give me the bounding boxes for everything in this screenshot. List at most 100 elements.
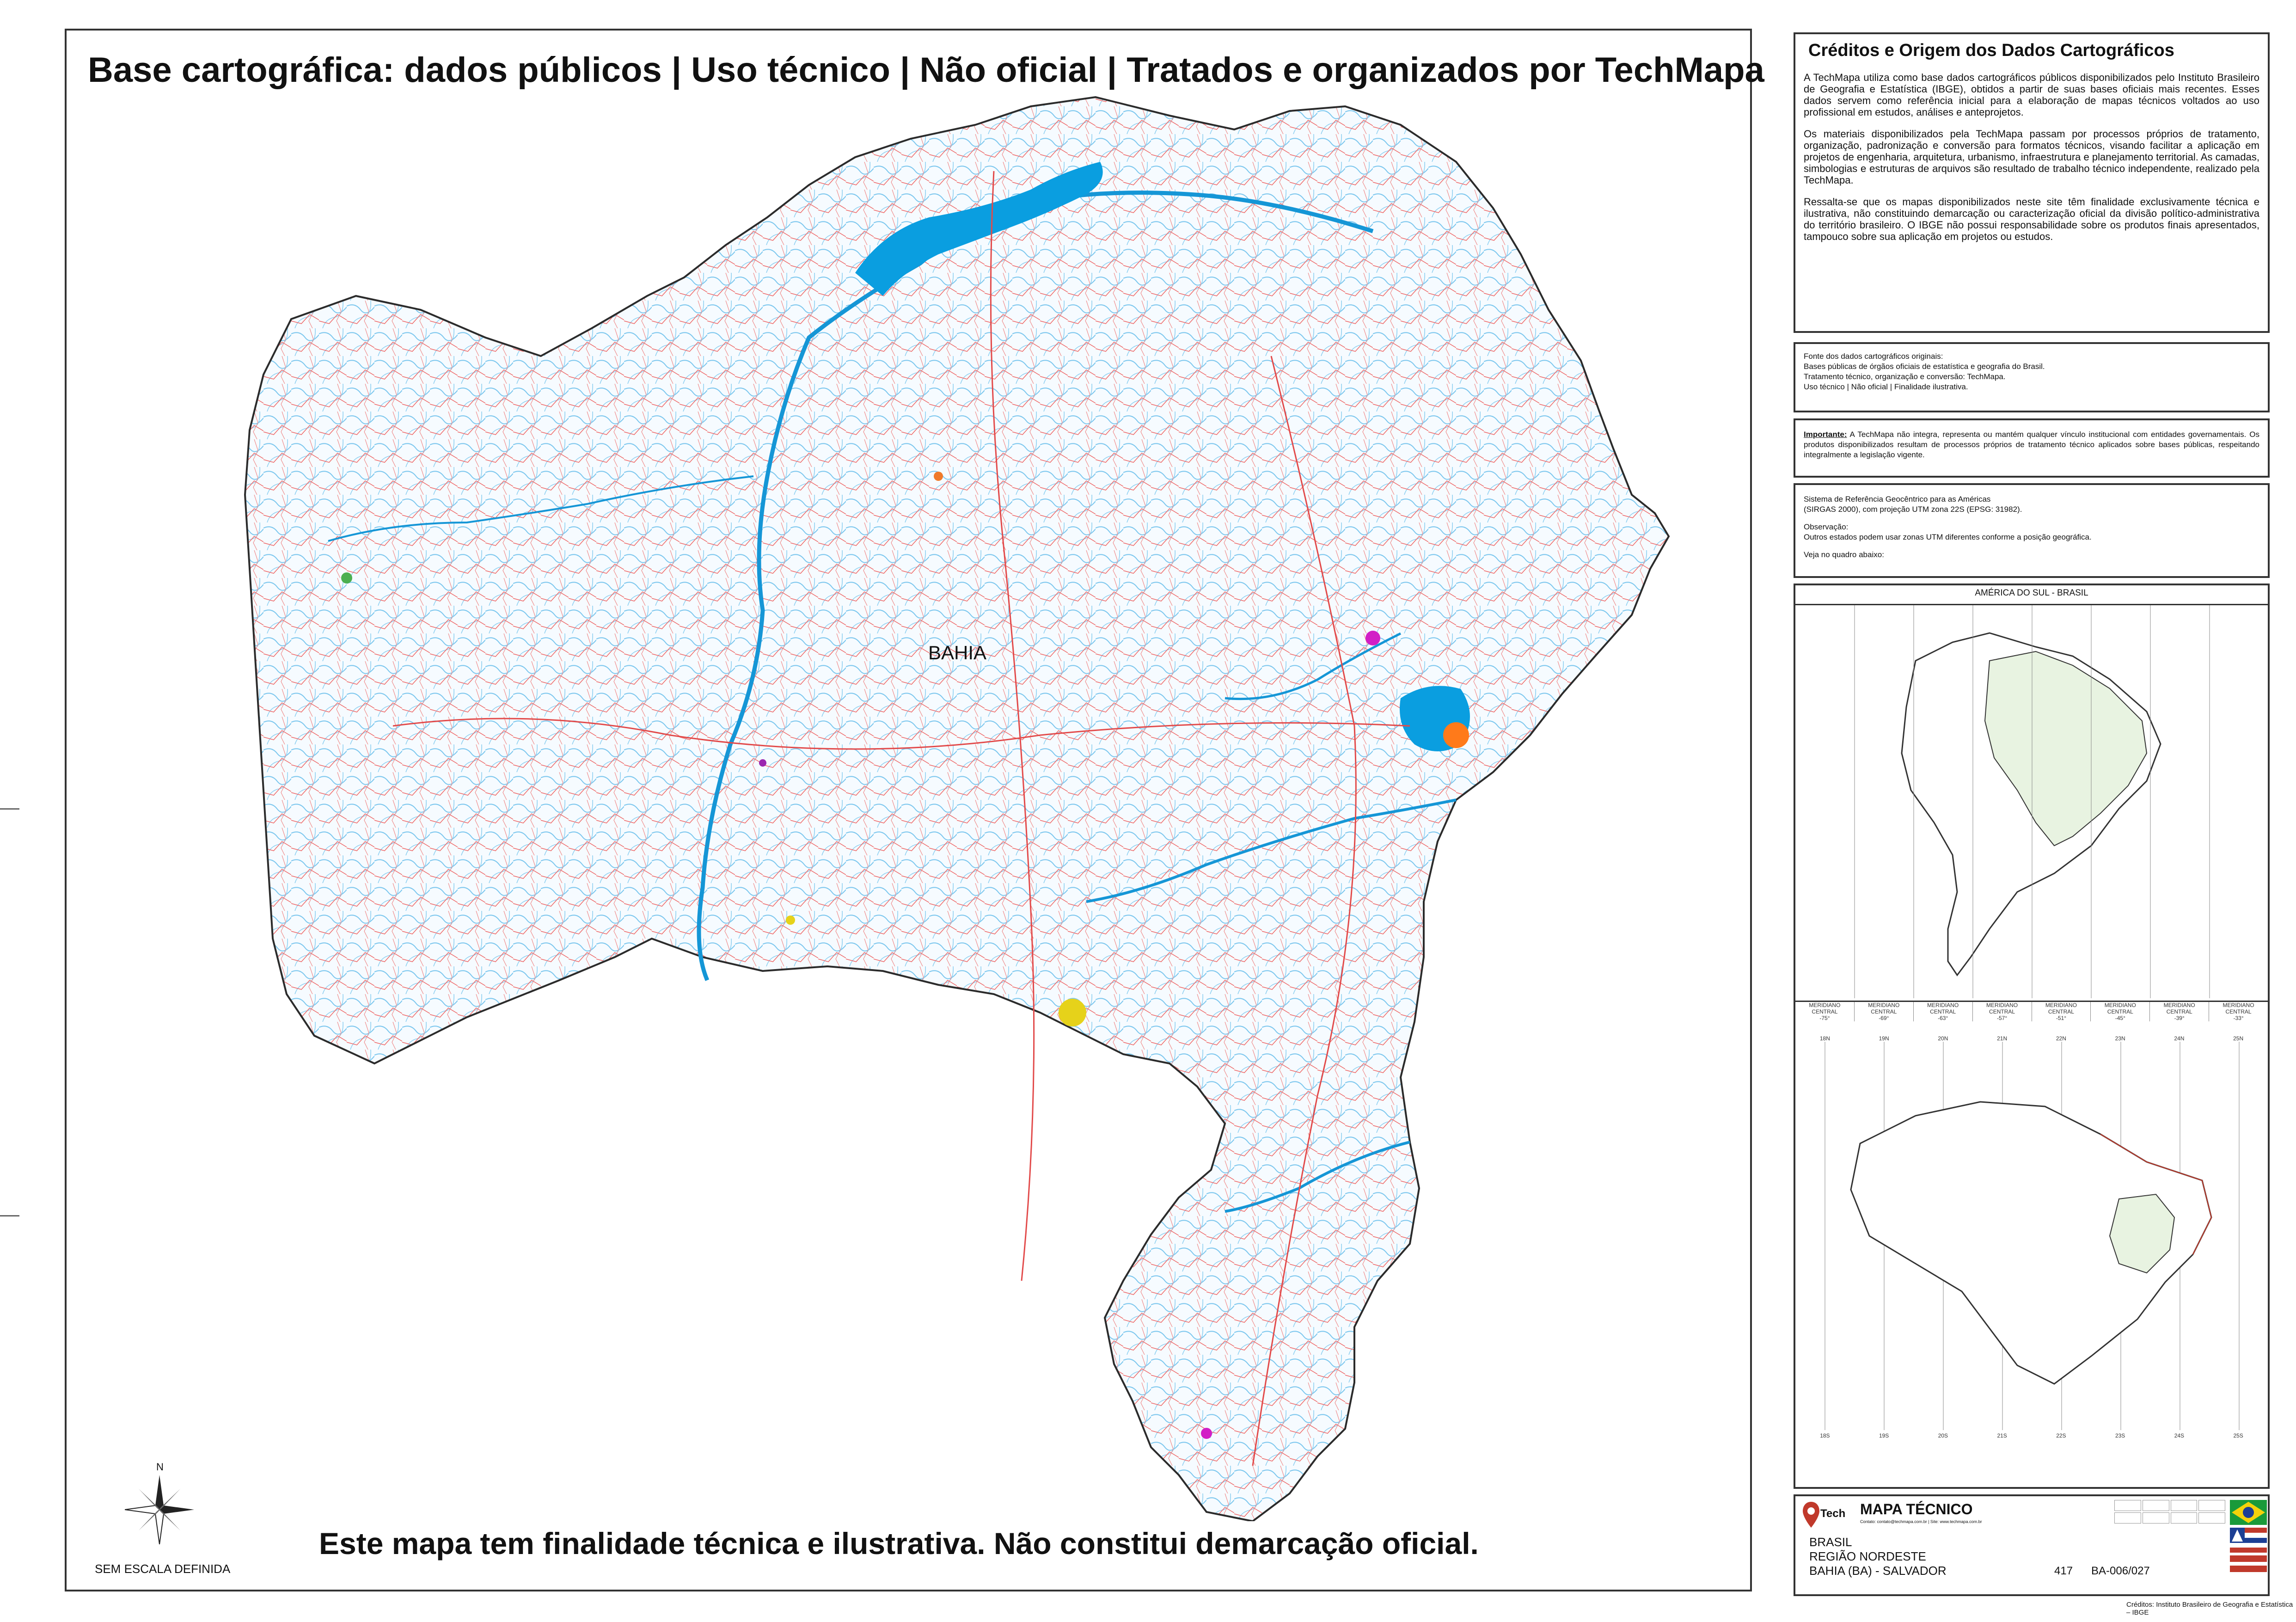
source-line: Fonte dos dados cartográficos originais: <box>1804 352 1943 361</box>
meridian-value: -45° <box>2115 1015 2125 1021</box>
important-panel: Importante: A TechMapa não integra, repr… <box>1794 418 2270 478</box>
source-panel: Fonte dos dados cartográficos originais:… <box>1794 342 2270 412</box>
bahia-flag-icon <box>2230 1528 2267 1553</box>
brazil-utm-inset <box>1825 1042 2240 1430</box>
utm-zone-label: 23S <box>2115 1432 2125 1439</box>
meridian-value: -51° <box>2056 1015 2067 1021</box>
utm-zone-label: 25N <box>2233 1035 2244 1042</box>
meridian-label: MERIDIANO CENTRAL <box>1986 1002 2018 1015</box>
source-line: Bases públicas de órgãos oficiais de est… <box>1804 362 2045 371</box>
utm-zone-label: 19S <box>1879 1432 1889 1439</box>
south-america-inset <box>1854 605 2210 998</box>
salvador-urban-area <box>1443 722 1469 748</box>
sheet-code: BA-006/027 <box>2091 1565 2150 1577</box>
utm-zone-label: 22S <box>2056 1432 2066 1439</box>
utm-zone-label: 21S <box>1997 1432 2007 1439</box>
meridian-value: -63° <box>1938 1015 1948 1021</box>
grid-cell <box>2198 1500 2225 1511</box>
sobradinho-reservoir <box>855 162 1103 296</box>
state-label: BAHIA <box>928 642 987 664</box>
compass-rose-icon <box>125 1475 194 1544</box>
meridian-label: MERIDIANO CENTRAL <box>2163 1002 2195 1015</box>
utm-zone-label: 21N <box>1997 1035 2008 1042</box>
meridian-row: MERIDIANO CENTRAL -75° MERIDIANO CENTRAL -… <box>1795 1001 2268 1021</box>
meridian-value: -33° <box>2233 1015 2244 1021</box>
credits-panel: Créditos e Origem dos Dados Cartográfico… <box>1794 32 2270 333</box>
important-label: Importante: <box>1804 430 1847 439</box>
state-city-field: BAHIA (BA) - SALVADOR <box>1809 1564 1947 1578</box>
meridian-lines <box>1854 605 2210 998</box>
meridian-label: MERIDIANO CENTRAL <box>2104 1002 2136 1015</box>
utm-zone-label: 24S <box>2174 1432 2185 1439</box>
utm-zone-label: 20N <box>1938 1035 1948 1042</box>
grid-cell <box>2170 1512 2198 1524</box>
grid-cell <box>2198 1512 2225 1524</box>
credits-paragraph-2: Os materiais disponibilizados pela TechM… <box>1804 128 2259 186</box>
utm-zone-label: 22N <box>2056 1035 2066 1042</box>
grid-cell <box>2114 1500 2141 1511</box>
bahia-map[interactable] <box>69 79 1747 1521</box>
contact-line: Contato: contato@techmapa.com.br | Site:… <box>1860 1519 1982 1524</box>
inset-title: AMÉRICA DO SUL - BRASIL <box>1795 585 2268 605</box>
logo-word: Tech <box>1820 1507 1846 1520</box>
meridian-cell: MERIDIANO CENTRAL -57° <box>1973 1002 2032 1021</box>
scale-note: SEM ESCALA DEFINIDA <box>95 1562 231 1576</box>
important-text: Importante: A TechMapa não integra, repr… <box>1804 430 2259 460</box>
meridian-cell: MERIDIANO CENTRAL -51° <box>2032 1002 2091 1021</box>
projection-observation: Observação: <box>1804 522 1849 531</box>
credits-footer: Créditos: Instituto Brasileiro de Geogra… <box>2126 1601 2293 1616</box>
utm-zone-label: 18S <box>1820 1432 1830 1439</box>
meridian-cell: MERIDIANO CENTRAL -39° <box>2150 1002 2210 1021</box>
meridian-label: MERIDIANO CENTRAL <box>1927 1002 1959 1015</box>
projection-line: Sistema de Referência Geocêntrico para a… <box>1804 495 1991 504</box>
sao-francisco-river <box>697 190 1374 981</box>
meridian-cell: MERIDIANO CENTRAL -63° <box>1914 1002 1973 1021</box>
important-body: A TechMapa não integra, representa ou ma… <box>1804 430 2259 459</box>
meridian-cell: MERIDIANO CENTRAL -75° <box>1795 1002 1855 1021</box>
north-label: N <box>156 1461 164 1473</box>
red-stripe <box>2230 1566 2267 1572</box>
grid-cell <box>2142 1500 2169 1511</box>
grid-cell <box>2170 1500 2198 1511</box>
title-block-heading: MAPA TÉCNICO <box>1860 1501 1973 1518</box>
zones-north-row: 18N 19N 20N 21N 22N 23N 24N 25N <box>1795 1035 2268 1042</box>
meridian-cell: MERIDIANO CENTRAL -45° <box>2091 1002 2150 1021</box>
source-line: Tratamento técnico, organização e conver… <box>1804 372 2006 381</box>
meridian-value: -69° <box>1879 1015 1889 1021</box>
utm-zone-label: 19N <box>1879 1035 1889 1042</box>
inset-panel: AMÉRICA DO SUL - BRASIL MERIDIANO CENTRA… <box>1794 584 2270 1489</box>
red-stripe <box>2230 1555 2267 1562</box>
zones-south-row: 18S 19S 20S 21S 22S 23S 24S 25S <box>1795 1432 2268 1439</box>
utm-zone-label: 20S <box>1938 1432 1948 1439</box>
grid-cell <box>2114 1512 2141 1524</box>
grid-table <box>2114 1500 2225 1555</box>
credits-heading: Créditos e Origem dos Dados Cartográfico… <box>1808 41 2174 60</box>
meridian-cell: MERIDIANO CENTRAL -69° <box>1855 1002 1914 1021</box>
projection-line: Veja no quadro abaixo: <box>1804 550 1884 559</box>
meridian-label: MERIDIANO CENTRAL <box>2045 1002 2077 1015</box>
credits-paragraph-1: A TechMapa utiliza como base dados carto… <box>1804 72 2259 118</box>
utm-zone-label: 25S <box>2233 1432 2243 1439</box>
country-field: BRASIL <box>1809 1535 1852 1549</box>
region-field: REGIÃO NORDESTE <box>1809 1549 1926 1563</box>
projection-line: Outros estados podem usar zonas UTM dife… <box>1804 533 2092 541</box>
meridian-value: -75° <box>1819 1015 1830 1021</box>
disclaimer-text: Este mapa tem finalidade técnica e ilust… <box>319 1526 1479 1561</box>
grid-cell <box>2142 1512 2169 1524</box>
meridian-cell: MERIDIANO CENTRAL -33° <box>2209 1002 2268 1021</box>
utm-zone-label: 23N <box>2115 1035 2125 1042</box>
map-title: Base cartográfica: dados públicos | Uso … <box>88 50 1764 90</box>
map-frame <box>65 29 1752 1591</box>
map-pin-icon <box>1803 1502 1819 1528</box>
title-block: Tech MAPA TÉCNICO Contato: contato@techm… <box>1794 1494 2270 1596</box>
meridian-value: -57° <box>1996 1015 2008 1021</box>
credits-paragraph-3: Ressalta-se que os mapas disponibilizado… <box>1804 196 2259 242</box>
utm-zone-label: 24N <box>2174 1035 2185 1042</box>
meridian-label: MERIDIANO CENTRAL <box>2223 1002 2254 1015</box>
brazil-flag-icon <box>2230 1500 2267 1525</box>
meridian-value: -39° <box>2174 1015 2185 1021</box>
sheet-edge-mark <box>0 1215 19 1216</box>
utm-zone-label: 18N <box>1819 1035 1830 1042</box>
source-line: Uso técnico | Não oficial | Finalidade i… <box>1804 382 1968 391</box>
projection-panel: Sistema de Referência Geocêntrico para a… <box>1794 483 2270 578</box>
